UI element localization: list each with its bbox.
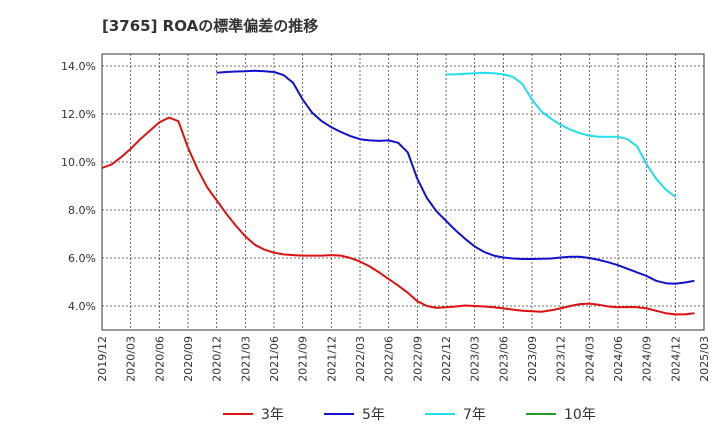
series-layer: [101, 69, 695, 316]
x-tick-label: 2021/03: [239, 336, 252, 382]
x-tick-label: 2020/03: [125, 336, 138, 382]
y-tick-label: 4.0%: [68, 300, 96, 313]
x-tick-label: 2025/03: [698, 336, 711, 382]
series-line-0: [101, 116, 695, 316]
x-tick-label: 2023/09: [526, 336, 539, 382]
x-tick-label: 2021/06: [268, 336, 281, 382]
series-line-2: [446, 71, 676, 198]
x-tick-label: 2021/09: [297, 336, 310, 382]
y-tick-label: 6.0%: [68, 252, 96, 265]
x-tick-label: 2022/09: [411, 336, 424, 382]
x-tick-label: 2021/12: [325, 336, 338, 382]
x-tick-label: 2023/12: [555, 336, 568, 382]
y-tick-label: 14.0%: [61, 60, 96, 73]
axis-layer: 4.0% 6.0% 8.0% 10.0% 12.0% 14.0% 2019/12 2020/0…: [61, 60, 711, 382]
x-tick-label: 2024/09: [641, 336, 654, 382]
x-tick-label: 2022/03: [354, 336, 367, 382]
x-tick-label: 2024/03: [583, 336, 596, 382]
x-tick-label: 2024/06: [612, 336, 625, 382]
x-tick-label: 2020/09: [182, 336, 195, 382]
x-tick-label: 2022/06: [383, 336, 396, 382]
legend: 3年 5年 7年 10年: [223, 407, 596, 423]
x-tick-label: 2023/06: [497, 336, 510, 382]
legend-label: 7年: [463, 407, 486, 423]
plot-area: [101, 53, 705, 331]
y-tick-label: 8.0%: [68, 204, 96, 217]
x-tick-label: 2020/06: [153, 336, 166, 382]
x-tick-label: 2023/03: [469, 336, 482, 382]
legend-label: 3年: [261, 407, 284, 423]
chart-title: [3765] ROAの標準偏差の推移: [102, 17, 318, 35]
x-tick-label: 2019/12: [96, 336, 109, 382]
x-tick-label: 2020/12: [211, 336, 224, 382]
legend-label: 10年: [564, 407, 596, 423]
legend-label: 5年: [362, 407, 385, 423]
series-line-1: [216, 69, 695, 285]
y-tick-label: 12.0%: [61, 108, 96, 121]
y-tick-label: 10.0%: [61, 156, 96, 169]
x-tick-label: 2024/12: [669, 336, 682, 382]
x-tick-label: 2022/12: [440, 336, 453, 382]
